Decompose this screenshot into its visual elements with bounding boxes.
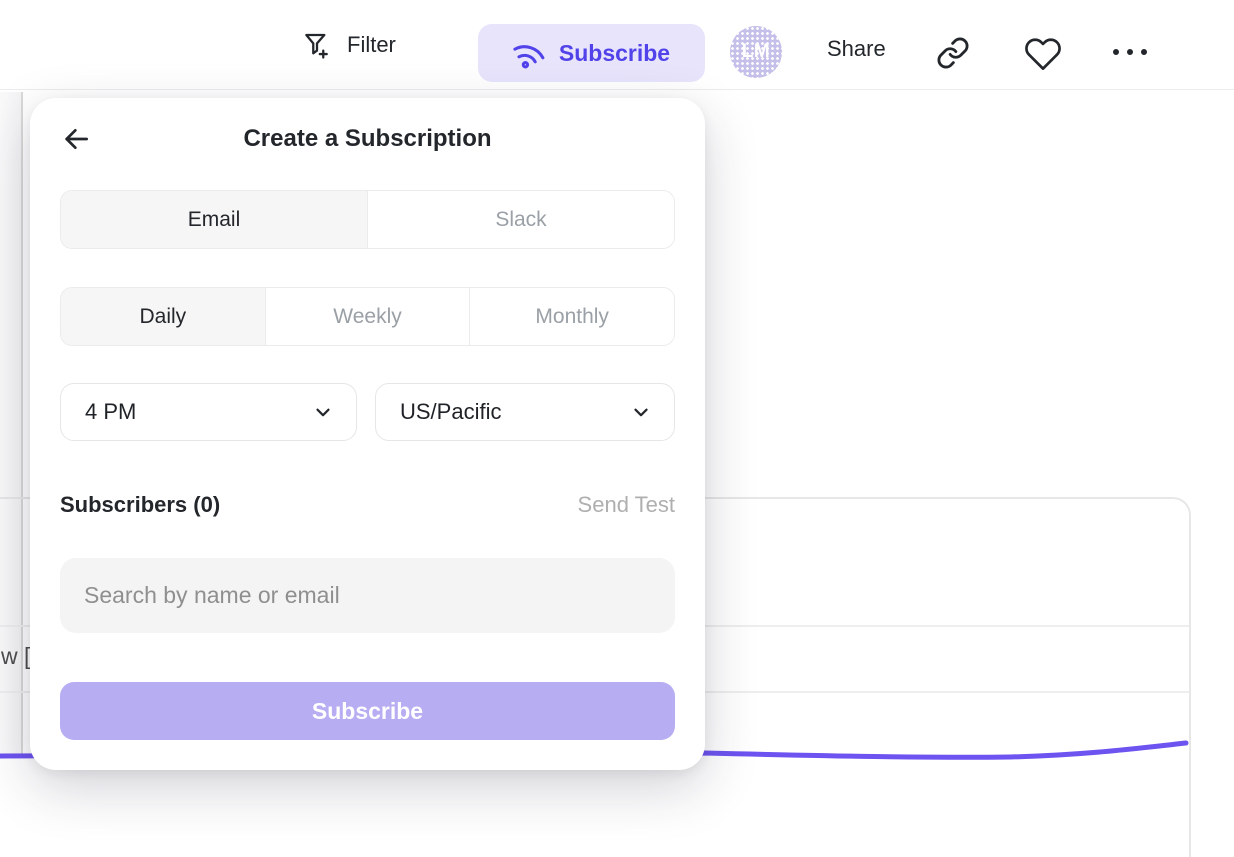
send-test-button[interactable]: Send Test: [578, 492, 675, 518]
rss-icon: [507, 31, 550, 74]
subscribers-count-label: Subscribers (0): [60, 492, 220, 518]
filter-plus-icon: [301, 29, 333, 61]
subscribe-label: Subscribe: [559, 40, 670, 67]
channel-tab-group: Email Slack: [60, 190, 675, 249]
subscriber-search-input[interactable]: [60, 558, 675, 633]
timezone-select[interactable]: US/Pacific: [375, 383, 675, 441]
filter-label: Filter: [347, 32, 396, 58]
chevron-down-icon: [630, 401, 652, 423]
time-select-value: 4 PM: [85, 399, 136, 425]
tab-daily[interactable]: Daily: [61, 288, 266, 345]
copy-link-button[interactable]: [936, 36, 970, 70]
background-partial-text: w [: [1, 643, 30, 670]
subscribe-submit-button[interactable]: Subscribe: [60, 682, 675, 740]
heart-icon: [1024, 35, 1062, 73]
modal-title: Create a Subscription: [30, 125, 705, 153]
subscribe-toolbar-button[interactable]: Subscribe: [478, 24, 705, 82]
create-subscription-modal: Create a Subscription Email Slack Daily …: [30, 98, 705, 770]
timezone-select-value: US/Pacific: [400, 399, 501, 425]
tab-email[interactable]: Email: [61, 191, 368, 248]
tab-monthly[interactable]: Monthly: [470, 288, 674, 345]
time-select[interactable]: 4 PM: [60, 383, 357, 441]
user-avatar[interactable]: LM: [730, 26, 782, 78]
more-options-button[interactable]: [1110, 42, 1150, 62]
share-button[interactable]: Share: [827, 36, 886, 62]
frequency-tab-group: Daily Weekly Monthly: [60, 287, 675, 346]
tab-slack[interactable]: Slack: [368, 191, 674, 248]
favorite-button[interactable]: [1024, 35, 1062, 73]
ellipsis-icon: [1110, 42, 1150, 62]
filter-button[interactable]: Filter: [301, 29, 396, 61]
link-icon: [936, 36, 970, 70]
chevron-down-icon: [312, 401, 334, 423]
subscribers-row: Subscribers (0) Send Test: [60, 492, 675, 518]
tab-weekly[interactable]: Weekly: [266, 288, 471, 345]
dashboard-toolbar: Filter Subscribe LM Share: [0, 0, 1234, 90]
